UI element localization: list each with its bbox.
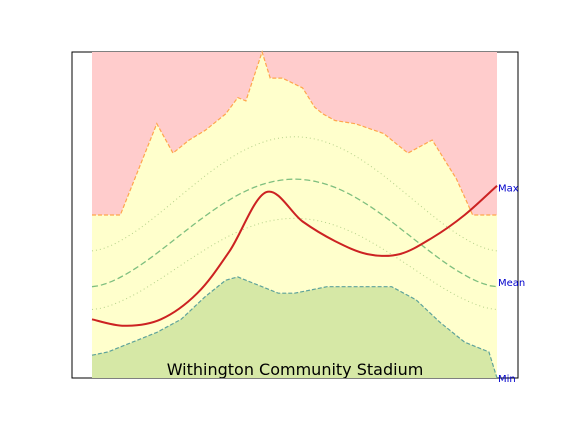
chart-title: Withington Community Stadium xyxy=(167,360,424,379)
chart-lines xyxy=(91,50,498,379)
right-label-max: Max xyxy=(498,183,519,194)
current-line xyxy=(91,184,498,327)
max-envelope-line xyxy=(92,50,497,216)
right-label-mean: Mean xyxy=(498,278,525,289)
below-min-area xyxy=(92,276,497,378)
right-label-min: Min xyxy=(498,374,516,385)
min-envelope-line xyxy=(91,276,498,379)
above-max-area xyxy=(92,52,497,215)
mean-line xyxy=(91,178,498,288)
upper-percentile-line xyxy=(91,136,498,252)
right-labels: Max Mean Min xyxy=(498,183,525,385)
